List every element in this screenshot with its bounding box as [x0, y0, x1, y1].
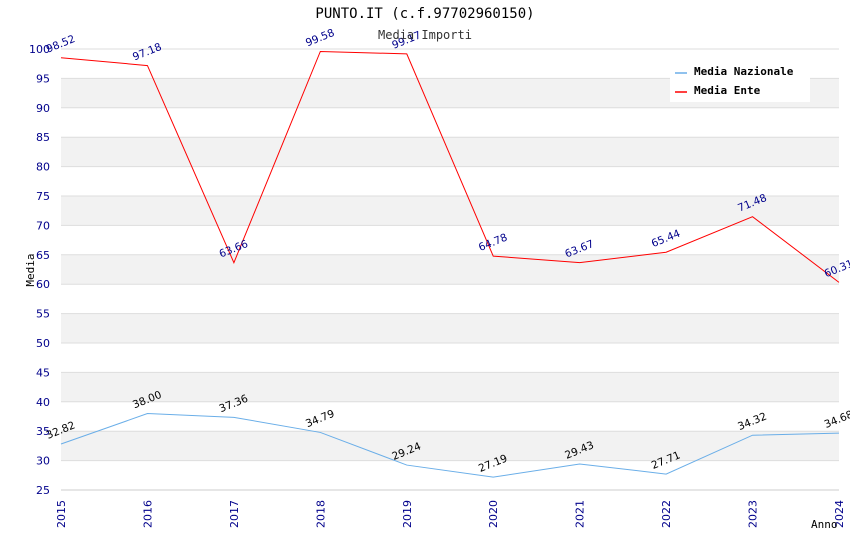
y-tick-label: 75 [36, 190, 50, 203]
y-tick-label: 40 [36, 396, 50, 409]
grid-bands [61, 49, 839, 490]
grid-band [61, 372, 839, 402]
y-tick-label: 100 [29, 43, 50, 56]
x-tick-label: 2019 [401, 500, 414, 528]
grid-band [61, 166, 839, 196]
x-tick-label: 2017 [228, 500, 241, 528]
y-tick-label: 30 [36, 455, 50, 468]
y-tick-label: 80 [36, 161, 50, 174]
grid-band [61, 254, 839, 285]
y-tick-label: 70 [36, 219, 50, 232]
x-tick-label: 2021 [574, 500, 587, 528]
y-tick-label: 85 [36, 131, 50, 144]
y-tick-label: 35 [36, 425, 50, 438]
legend-box [670, 60, 810, 102]
x-tick-label: 2024 [833, 500, 846, 528]
grid-band [61, 431, 839, 461]
y-tick-label: 90 [36, 102, 50, 115]
legend: Media Nazionale Media Ente [670, 60, 810, 102]
grid-band [61, 284, 839, 314]
grid-band [61, 137, 839, 167]
x-tick-label: 2016 [141, 500, 154, 528]
chart-title: PUNTO.IT (c.f.97702960150) [315, 6, 534, 22]
y-axis-ticks: 25 30 35 40 45 50 55 60 65 70 75 80 85 90 95 100 [29, 43, 50, 497]
y-axis-label: Media [24, 253, 37, 286]
chart-subtitle: Media Importi [378, 28, 472, 42]
x-axis-ticks: 2015 2016 2017 2018 2019 2020 2021 2022 2023 2024 [55, 500, 846, 528]
grid-band [61, 196, 839, 226]
x-tick-label: 2015 [55, 500, 68, 528]
grid-lines [61, 48, 839, 491]
series-line-media-nazionale [60, 413, 840, 478]
grid-band [61, 107, 839, 138]
x-tick-label: 2023 [747, 500, 760, 528]
x-tick-label: 2020 [487, 500, 500, 528]
y-tick-label: 45 [36, 366, 50, 379]
series-line-media-ente [60, 50, 840, 283]
legend-label-media-nazionale: Media Nazionale [694, 65, 794, 78]
legend-label-media-ente: Media Ente [694, 84, 761, 97]
x-tick-label: 2018 [314, 500, 327, 528]
x-tick-label: 2022 [660, 500, 673, 528]
y-tick-label: 50 [36, 337, 50, 350]
x-axis-label: Anno [811, 518, 838, 531]
y-tick-label: 65 [36, 249, 50, 262]
grid-band [61, 343, 839, 373]
y-tick-label: 55 [36, 308, 50, 321]
grid-band [61, 225, 839, 255]
series-lines [60, 50, 840, 478]
grid-band [61, 313, 839, 343]
grid-band [61, 401, 839, 432]
y-tick-label: 95 [36, 72, 50, 85]
grid-band [61, 460, 839, 490]
y-tick-label: 25 [36, 484, 50, 497]
y-tick-label: 60 [36, 278, 50, 291]
